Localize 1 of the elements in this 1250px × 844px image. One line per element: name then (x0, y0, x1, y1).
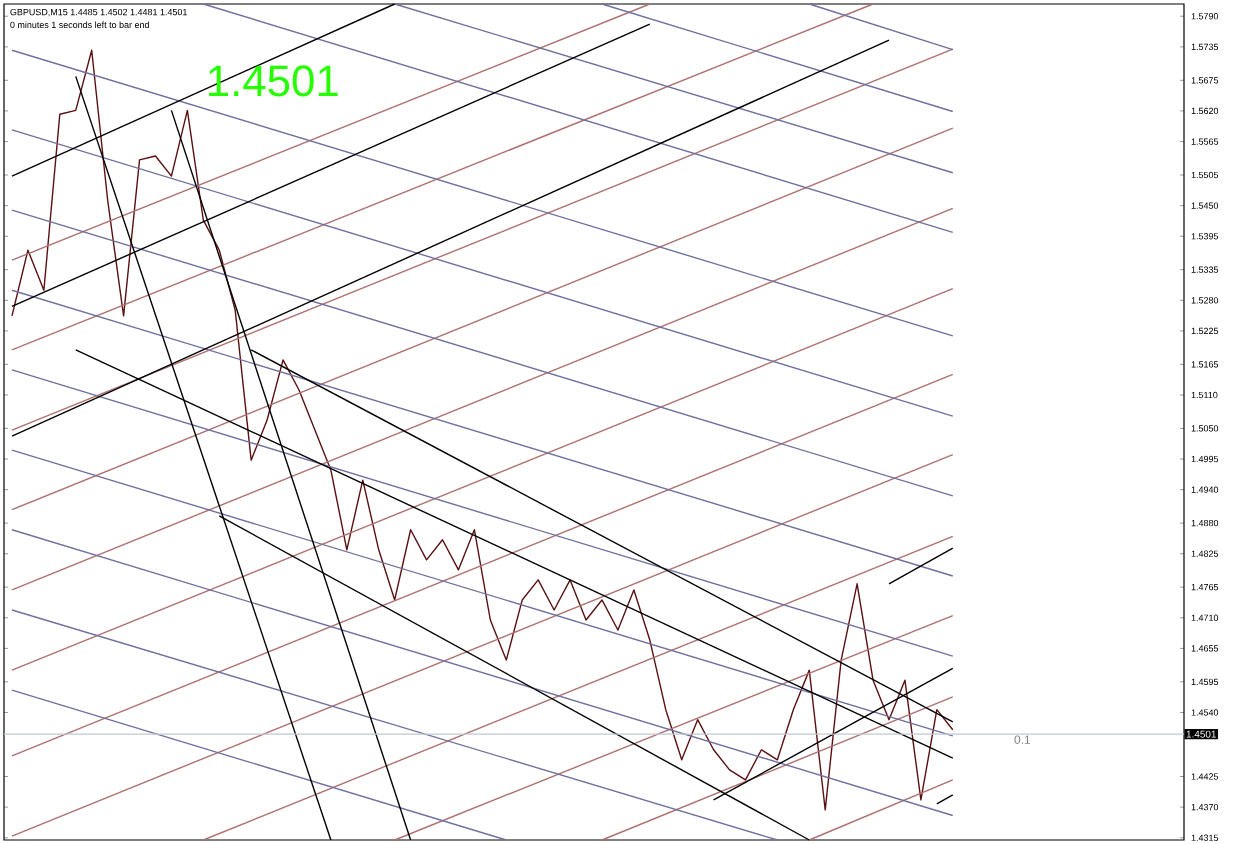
annotation: 1.4501 (209, 65, 338, 97)
